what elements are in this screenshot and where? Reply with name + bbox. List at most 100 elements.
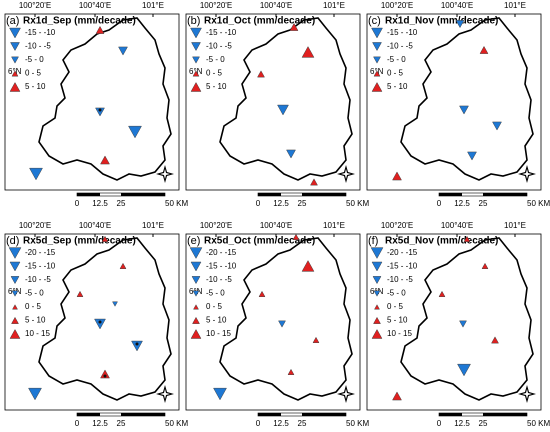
compass bbox=[522, 389, 532, 399]
scale-bar bbox=[483, 413, 527, 416]
legend-label: -10 - -5 bbox=[25, 275, 51, 284]
legend-label: 5 - 10 bbox=[206, 82, 227, 91]
scale-bar bbox=[258, 413, 281, 416]
legend-label: -20 - -15 bbox=[206, 248, 237, 257]
legend-label: -15 - -10 bbox=[25, 262, 56, 271]
station-marker bbox=[10, 276, 20, 285]
scale-label: 0 bbox=[75, 199, 80, 208]
scale-bar bbox=[77, 193, 100, 196]
station-marker bbox=[289, 22, 299, 31]
scale-bar bbox=[439, 193, 462, 196]
scale-bar bbox=[302, 413, 346, 416]
station-marker bbox=[467, 151, 477, 161]
longitude-label: 100°40'E bbox=[260, 221, 292, 230]
north-arrow bbox=[337, 165, 355, 183]
legend-label: -15 - -10 bbox=[206, 28, 237, 37]
basin-outline bbox=[400, 237, 534, 401]
legend-label: -15 - -10 bbox=[387, 262, 418, 271]
station-marker bbox=[373, 290, 381, 297]
scale-label: 50 KM bbox=[527, 199, 550, 208]
legend-label: 10 - 15 bbox=[25, 329, 50, 338]
legend-label: 0 - 5 bbox=[206, 69, 223, 78]
longitude-label: 101°E bbox=[142, 1, 164, 10]
basin-outline bbox=[219, 237, 353, 401]
scale-label: 50 KM bbox=[346, 199, 369, 208]
panel-title: Rx1d_Sep (mm/decade) bbox=[23, 16, 136, 27]
station-marker bbox=[101, 235, 109, 242]
station-marker bbox=[481, 262, 489, 269]
longitude-label: 100°20'E bbox=[381, 1, 413, 10]
station-marker bbox=[438, 290, 446, 297]
legend-label: 0 - 5 bbox=[25, 302, 42, 311]
station-marker bbox=[190, 27, 202, 39]
station-marker bbox=[12, 304, 18, 310]
longitude-label: 100°40'E bbox=[260, 1, 292, 10]
station-marker bbox=[373, 70, 381, 77]
station-marker bbox=[192, 56, 200, 64]
station-marker bbox=[372, 276, 382, 285]
legend-label: -10 - -5 bbox=[206, 42, 232, 51]
station-marker bbox=[95, 107, 105, 117]
longitude-label: 100°20'E bbox=[200, 1, 232, 10]
station-marker bbox=[459, 105, 469, 115]
scale-label: 0 bbox=[437, 199, 442, 208]
scale-bar bbox=[77, 413, 100, 416]
station-marker bbox=[131, 340, 143, 352]
panel-label: (f) bbox=[368, 235, 378, 247]
legend-label: 5 - 10 bbox=[25, 82, 46, 91]
scale-bar bbox=[121, 413, 165, 416]
longitude-label: 100°20'E bbox=[200, 221, 232, 230]
station-marker bbox=[190, 261, 202, 272]
station-marker bbox=[258, 290, 266, 297]
station-marker bbox=[374, 304, 380, 310]
north-arrow bbox=[518, 385, 536, 403]
scale-bar bbox=[483, 193, 527, 196]
scale-label: 12.5 bbox=[454, 419, 470, 428]
scale-bar bbox=[302, 193, 346, 196]
legend-label: -5 - 0 bbox=[25, 289, 44, 298]
station-marker bbox=[370, 247, 384, 259]
scale-label: 25 bbox=[479, 199, 488, 208]
marker-dot bbox=[135, 342, 139, 346]
station-marker bbox=[492, 121, 502, 131]
legend-label: -20 - -15 bbox=[387, 248, 418, 257]
north-arrow bbox=[156, 385, 174, 403]
station-marker bbox=[213, 387, 227, 401]
station-marker bbox=[192, 290, 200, 297]
station-marker bbox=[191, 276, 201, 285]
station-marker bbox=[312, 336, 320, 343]
scale-label: 12.5 bbox=[273, 199, 289, 208]
legend-label: -15 - -10 bbox=[387, 28, 418, 37]
longitude-label: 101°E bbox=[323, 221, 345, 230]
scale-bar bbox=[258, 193, 281, 196]
compass bbox=[341, 169, 351, 179]
longitude-label: 100°20'E bbox=[381, 221, 413, 230]
scale-bar bbox=[439, 413, 462, 416]
legend-label: -10 - -5 bbox=[25, 42, 51, 51]
station-marker bbox=[112, 301, 118, 307]
station-marker bbox=[392, 391, 402, 401]
north-arrow bbox=[337, 385, 355, 403]
legend-label: 0 - 5 bbox=[387, 69, 404, 78]
legend-label: 5 - 10 bbox=[387, 316, 408, 325]
station-marker bbox=[95, 25, 105, 34]
legend-label: 0 - 5 bbox=[387, 302, 404, 311]
legend-label: 5 - 10 bbox=[387, 82, 408, 91]
station-marker bbox=[491, 336, 499, 344]
scale-label: 12.5 bbox=[273, 419, 289, 428]
station-marker bbox=[28, 387, 42, 401]
scale-label: 0 bbox=[256, 199, 261, 208]
longitude-label: 100°40'E bbox=[441, 221, 473, 230]
scale-label: 50 KM bbox=[165, 419, 188, 428]
longitude-label: 101°E bbox=[504, 1, 526, 10]
panel-title: Rx1d_Nov (mm/decade) bbox=[385, 16, 498, 27]
station-marker bbox=[11, 70, 19, 77]
station-marker bbox=[9, 27, 21, 39]
scale-label: 0 bbox=[75, 419, 80, 428]
scale-label: 25 bbox=[298, 199, 307, 208]
legend-label: -5 - 0 bbox=[387, 55, 406, 64]
legend-label: 5 - 10 bbox=[25, 316, 46, 325]
station-marker bbox=[371, 261, 383, 272]
basin-outline bbox=[400, 17, 534, 181]
